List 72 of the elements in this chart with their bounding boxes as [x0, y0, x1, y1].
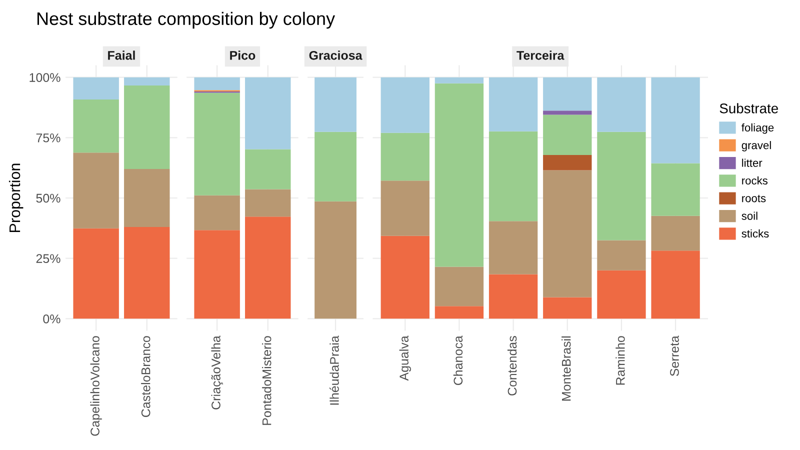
y-tick-label: 0%: [43, 314, 60, 324]
chart-subtitle: Graciosa: [309, 50, 362, 60]
legend-label: foliage: [742, 123, 774, 134]
bar: [73, 100, 119, 153]
bar: [543, 77, 592, 111]
bar: [124, 77, 170, 86]
bar: [488, 221, 538, 274]
bar: [73, 77, 119, 100]
bar: [380, 77, 430, 133]
x-tick-label: Serreta: [670, 336, 679, 376]
x-tick-label: CasteloBranco: [141, 336, 150, 417]
bar: [380, 236, 430, 319]
bar: [194, 230, 240, 319]
bar: [543, 297, 592, 319]
bar: [488, 274, 538, 319]
bar: [597, 270, 646, 319]
bar: [245, 189, 291, 217]
bar: [245, 149, 291, 190]
x-tick-label: Agualva: [399, 336, 411, 381]
legend-label: rocks: [742, 176, 768, 185]
y-axis-title: Proportion: [8, 164, 24, 232]
bar: [380, 180, 430, 236]
bar: [651, 77, 700, 164]
bar: [597, 132, 646, 240]
bar: [380, 132, 430, 181]
legend-label: litter: [742, 158, 762, 167]
bar: [651, 216, 700, 251]
x-tick-label: Raminho: [616, 336, 625, 385]
chart-subtitle: Pico: [230, 50, 256, 60]
legend-label: roots: [742, 194, 766, 202]
bar: [434, 266, 484, 306]
bar: [488, 131, 538, 222]
bar: [651, 250, 700, 319]
x-tick-label: Chanoca: [453, 336, 463, 386]
bar: [543, 170, 592, 298]
y-tick-label: 50%: [36, 194, 60, 203]
bar: [245, 216, 291, 319]
x-tick-label: IlhéudaPraia: [330, 336, 339, 405]
bar: [194, 92, 240, 196]
chart-title: Nest substrate composition by colony: [37, 12, 336, 29]
bar: [124, 86, 170, 170]
bar: [651, 163, 700, 216]
bar: [124, 226, 170, 319]
bar: [73, 228, 119, 319]
x-tick-label: MonteBrasil: [562, 336, 571, 401]
chart-subtitle: Faial: [108, 50, 135, 60]
y-tick-label: 25%: [36, 254, 60, 263]
legend-label: sticks: [742, 229, 769, 238]
chart-subtitle: Terceira: [516, 50, 564, 60]
bar: [434, 306, 484, 319]
bar: [488, 77, 538, 132]
legend-label: gravel: [742, 141, 771, 152]
legend-label: soil: [742, 212, 758, 220]
bar: [245, 77, 291, 150]
y-tick-label: 100%: [30, 73, 60, 82]
y-tick-label: 75%: [36, 134, 60, 142]
bar: [73, 152, 119, 228]
x-tick-label: Contendas: [507, 336, 517, 396]
bar: [543, 110, 592, 115]
bar: [597, 77, 646, 132]
bar: [543, 155, 592, 170]
bar: [124, 169, 170, 227]
x-tick-label: CriaçãoVelha: [211, 336, 223, 410]
x-tick-label: CapelinhoVolcano: [90, 336, 102, 436]
bar: [194, 195, 240, 230]
bar: [194, 77, 240, 90]
bar: [434, 77, 484, 84]
legend-title: Substrate: [720, 103, 778, 114]
bar: [597, 240, 646, 270]
x-tick-label: PontadoMisterio: [262, 336, 272, 425]
bar: [434, 83, 484, 267]
bar: [543, 114, 592, 156]
